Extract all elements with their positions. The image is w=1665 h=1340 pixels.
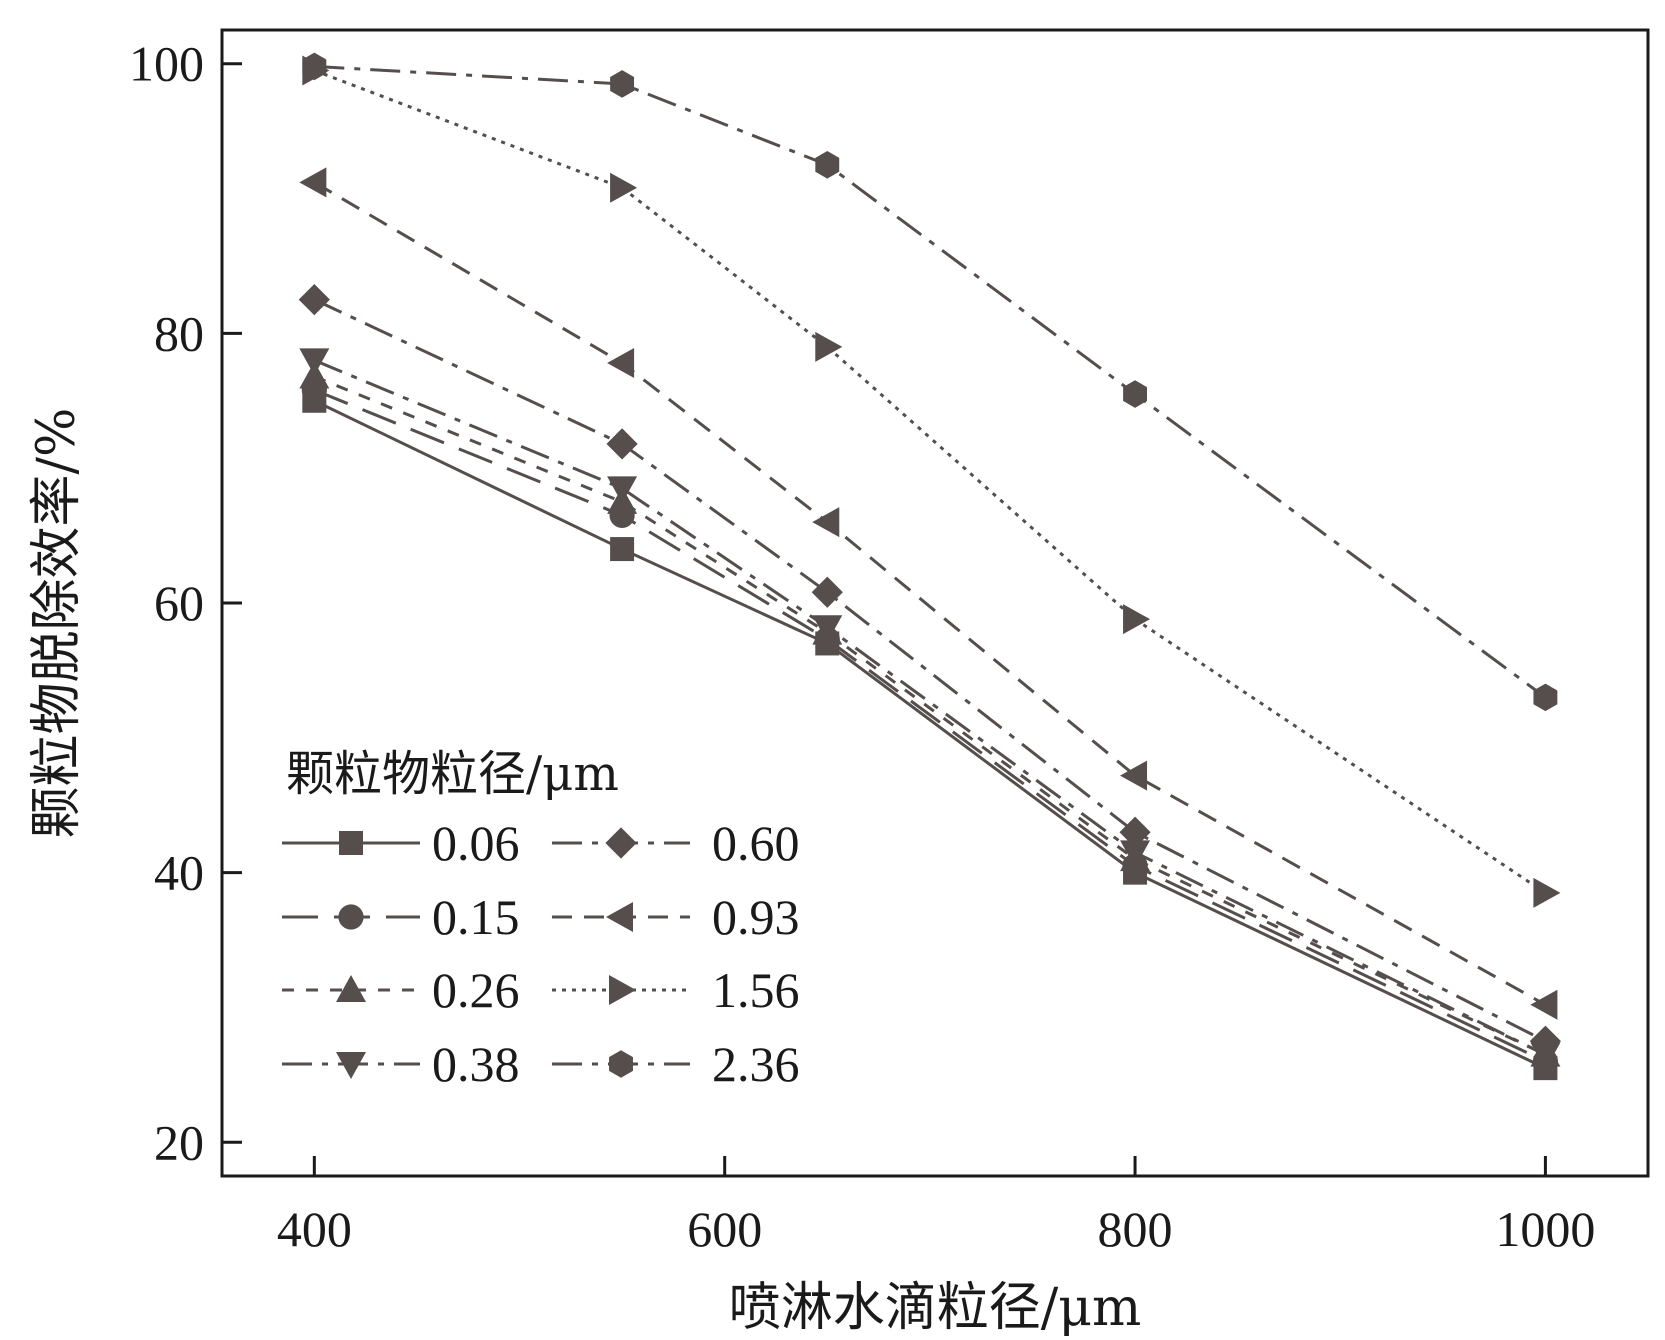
data-point (299, 167, 327, 198)
data-point (1533, 683, 1558, 712)
legend-item: 0.26 (282, 962, 520, 1018)
legend-item: 0.15 (282, 889, 520, 945)
legend-label: 0.93 (712, 889, 800, 945)
data-point (1123, 380, 1148, 408)
legend-marker (609, 975, 636, 1005)
legend-marker (338, 904, 364, 930)
data-point (302, 52, 327, 81)
data-point (815, 151, 840, 179)
y-tick-label: 80 (154, 305, 204, 361)
legend-label: 0.26 (432, 962, 520, 1018)
data-point (607, 476, 638, 504)
series-0.60 (298, 284, 1562, 1057)
legend-item: 0.93 (552, 889, 800, 945)
y-axis-title: 颗粒物脱除效率/% (27, 408, 87, 839)
x-tick-label: 1000 (1495, 1201, 1595, 1257)
legend-marker (336, 1052, 366, 1079)
legend-item: 2.36 (552, 1036, 800, 1092)
y-tick-label: 40 (154, 845, 204, 901)
legend-marker (336, 975, 366, 1002)
y-tick-label: 100 (129, 36, 204, 92)
data-point (812, 507, 840, 538)
y-tick-label: 20 (154, 1114, 204, 1170)
legend-item: 0.60 (552, 815, 800, 871)
series-line (313, 181, 1547, 1007)
x-axis-title: 喷淋水滴粒径/μm (729, 1278, 1142, 1338)
data-point (299, 348, 330, 376)
series-line (313, 298, 1547, 1043)
series-line (314, 64, 1547, 699)
data-point (1119, 816, 1151, 848)
x-tick-label: 400 (277, 1201, 352, 1257)
x-tick-label: 600 (687, 1201, 762, 1257)
data-point (610, 172, 638, 203)
data-point (610, 70, 635, 98)
legend-label: 0.15 (432, 889, 520, 945)
legend-marker (339, 831, 363, 855)
axes: 400 600 800 1000 20 40 60 80 100 (129, 28, 1650, 1257)
legend-label: 1.56 (712, 962, 800, 1018)
legend-marker (609, 1050, 633, 1078)
data-point (1120, 840, 1151, 868)
data-point (610, 537, 635, 562)
data-point (811, 576, 843, 608)
y-tick-label: 60 (154, 575, 204, 631)
data-point (815, 331, 843, 362)
legend-marker (606, 902, 633, 932)
legend-item: 1.56 (552, 962, 800, 1018)
legend-label: 2.36 (712, 1036, 800, 1092)
legend-label: 0.60 (712, 815, 800, 871)
legend-title: 颗粒物粒径/μm (286, 746, 619, 802)
data-point (298, 284, 330, 316)
legend-label: 0.38 (432, 1036, 520, 1092)
data-point (1120, 760, 1148, 791)
data-point (1533, 877, 1561, 908)
series-0.93 (299, 167, 1558, 1020)
legend-marker (605, 827, 637, 859)
series-2.36 (302, 52, 1558, 712)
plot-area (298, 52, 1562, 1081)
legend-item: 0.38 (282, 1036, 520, 1092)
data-point (1529, 1025, 1562, 1057)
x-tick-label: 800 (1098, 1201, 1173, 1257)
data-point (606, 428, 638, 460)
legend-item: 0.06 (282, 815, 520, 871)
data-point (1123, 604, 1151, 635)
data-point (812, 615, 843, 643)
data-point (607, 348, 635, 379)
legend: 0.06 0.15 0.26 0.38 0.60 0.93 1.56 2.36 (282, 815, 800, 1092)
legend-label: 0.06 (432, 815, 520, 871)
series-line (313, 375, 1547, 1057)
data-point (1530, 989, 1558, 1020)
